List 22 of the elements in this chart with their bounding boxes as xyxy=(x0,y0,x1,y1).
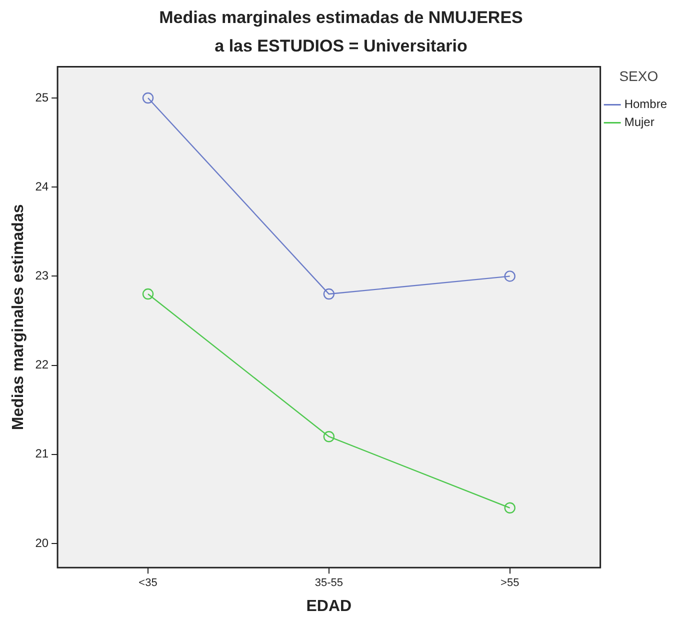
y-tick-label: 22 xyxy=(35,358,49,372)
point xyxy=(142,288,154,300)
x-tick-label: 35-55 xyxy=(314,577,344,590)
x-tick-label: >55 xyxy=(500,577,520,590)
legend-title: SEXO xyxy=(619,68,658,84)
point xyxy=(504,270,516,282)
x-axis-title: EDAD xyxy=(306,598,352,615)
point xyxy=(323,431,335,442)
point xyxy=(323,288,335,300)
point xyxy=(142,92,154,104)
legend-label: Hombre xyxy=(624,97,668,112)
y-tick-label: 20 xyxy=(35,536,49,550)
chart-subtitle: a las ESTUDIOS = Universitario xyxy=(214,36,468,56)
y-tick-label: 23 xyxy=(35,268,49,283)
y-tick-label: 25 xyxy=(35,90,49,104)
y-axis-title: Medias marginales estimadas xyxy=(10,204,28,430)
legend-label: Mujer xyxy=(624,115,654,130)
x-tick-label: <35 xyxy=(138,577,158,590)
point xyxy=(504,502,516,514)
y-tick-label: 24 xyxy=(35,179,49,194)
y-tick-label: 21 xyxy=(35,446,49,461)
chart-title: Medias marginales estimadas de NMUJERES xyxy=(159,8,523,27)
